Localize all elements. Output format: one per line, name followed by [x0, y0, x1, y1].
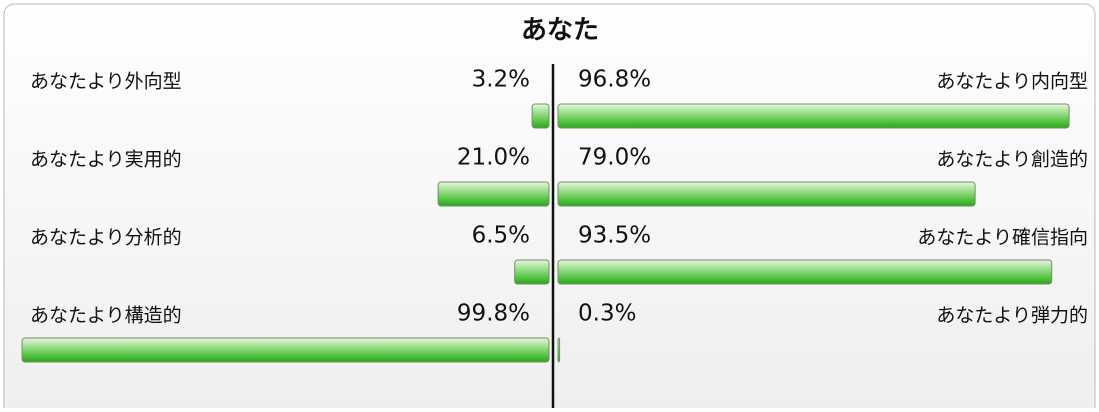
left-label: あなたより分析的 [30, 227, 182, 249]
right-label: あなたより弾力的 [936, 305, 1088, 327]
right-label: あなたより創造的 [936, 149, 1088, 171]
left-value-label: 6.5% [472, 223, 530, 249]
right-bar [557, 259, 1053, 285]
right-value-label: 96.8% [578, 67, 651, 93]
right-label: あなたより確信指向 [917, 227, 1088, 249]
left-value-label: 21.0% [457, 145, 530, 171]
left-bar [21, 337, 550, 363]
right-bar [557, 337, 561, 363]
left-value-label: 99.8% [457, 301, 530, 327]
right-bar [557, 181, 976, 207]
left-bar [531, 103, 550, 129]
left-label: あなたより実用的 [30, 149, 182, 171]
right-value-label: 79.0% [578, 145, 651, 171]
left-bar [514, 259, 550, 285]
right-label: あなたより内向型 [936, 71, 1088, 93]
right-value-label: 93.5% [578, 223, 651, 249]
right-bar [557, 103, 1070, 129]
left-label: あなたより外向型 [30, 71, 182, 93]
right-value-label: 0.3% [578, 301, 636, 327]
chart-title: あなた [521, 16, 599, 46]
left-value-label: 3.2% [472, 67, 530, 93]
left-label: あなたより構造的 [30, 305, 182, 327]
left-bar [437, 181, 550, 207]
